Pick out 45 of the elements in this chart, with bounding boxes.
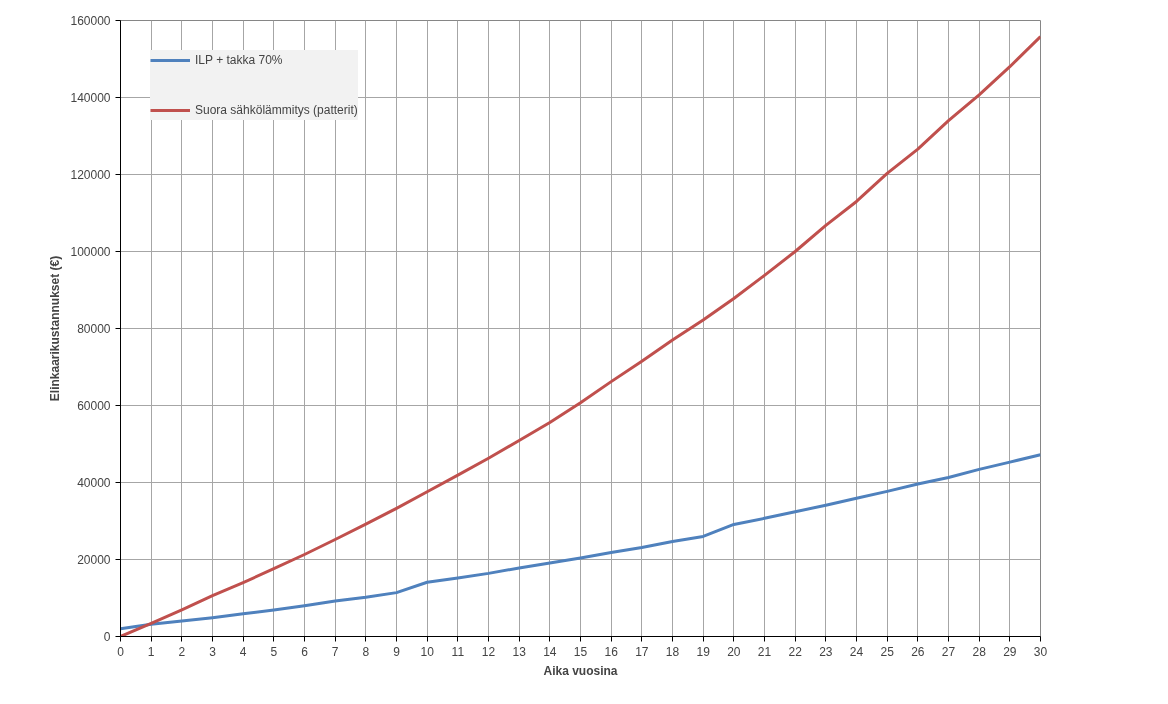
- x-tick-label: 2: [178, 644, 186, 659]
- x-tick-label: 30: [1033, 644, 1048, 659]
- y-tick-label: 120000: [70, 168, 111, 182]
- x-tick-label: 25: [880, 644, 895, 659]
- x-tick-label: 1: [147, 644, 155, 659]
- y-tick-label: 140000: [70, 91, 111, 105]
- x-tick-label: 27: [941, 644, 956, 659]
- y-axis-title: Elinkaarikustannukset (€): [48, 255, 63, 402]
- x-tick-label: 14: [543, 644, 557, 659]
- x-tick-label: 9: [393, 644, 401, 659]
- x-tick-label: 17: [635, 644, 649, 659]
- y-tick-label: 40000: [77, 476, 111, 490]
- x-tick-label: 28: [972, 644, 987, 659]
- legend-label: Suora sähkölämmitys (patterit): [195, 103, 358, 117]
- x-tick-label: 7: [331, 644, 339, 659]
- x-tick-label: 10: [420, 644, 435, 659]
- x-tick-label: 0: [117, 644, 125, 659]
- y-tick-label: 20000: [77, 553, 111, 567]
- x-tick-label: 4: [239, 644, 247, 659]
- x-tick-label: 11: [451, 644, 465, 659]
- line-series: [120, 453, 1041, 631]
- legend-label: ILP + takka 70%: [195, 53, 283, 67]
- x-tick-label: 23: [819, 644, 833, 659]
- x-tick-label: 5: [270, 644, 278, 659]
- x-tick-label: 19: [696, 644, 711, 659]
- x-tick-label: 8: [362, 644, 370, 659]
- x-tick-label: 20: [727, 644, 741, 659]
- x-tick-label: 29: [1003, 644, 1017, 659]
- x-tick-label: 6: [301, 644, 309, 659]
- y-tick-label: 100000: [70, 245, 111, 259]
- x-tick-label: 18: [665, 644, 680, 659]
- x-tick-label: 12: [481, 644, 496, 659]
- x-tick-label: 24: [849, 644, 864, 659]
- x-tick-label: 16: [604, 644, 619, 659]
- y-tick-label: 60000: [77, 399, 111, 413]
- y-tick-label: 0: [103, 630, 111, 644]
- x-tick-label: 13: [512, 644, 527, 659]
- y-tick-label: 80000: [77, 322, 111, 336]
- x-axis-title: Aika vuosina: [543, 663, 618, 678]
- x-tick-label: 21: [757, 644, 772, 659]
- x-tick-label: 15: [573, 644, 588, 659]
- y-tick-label: 160000: [70, 14, 111, 28]
- x-tick-label: 22: [788, 644, 803, 659]
- x-tick-label: 26: [911, 644, 925, 659]
- x-tick-label: 3: [209, 644, 217, 659]
